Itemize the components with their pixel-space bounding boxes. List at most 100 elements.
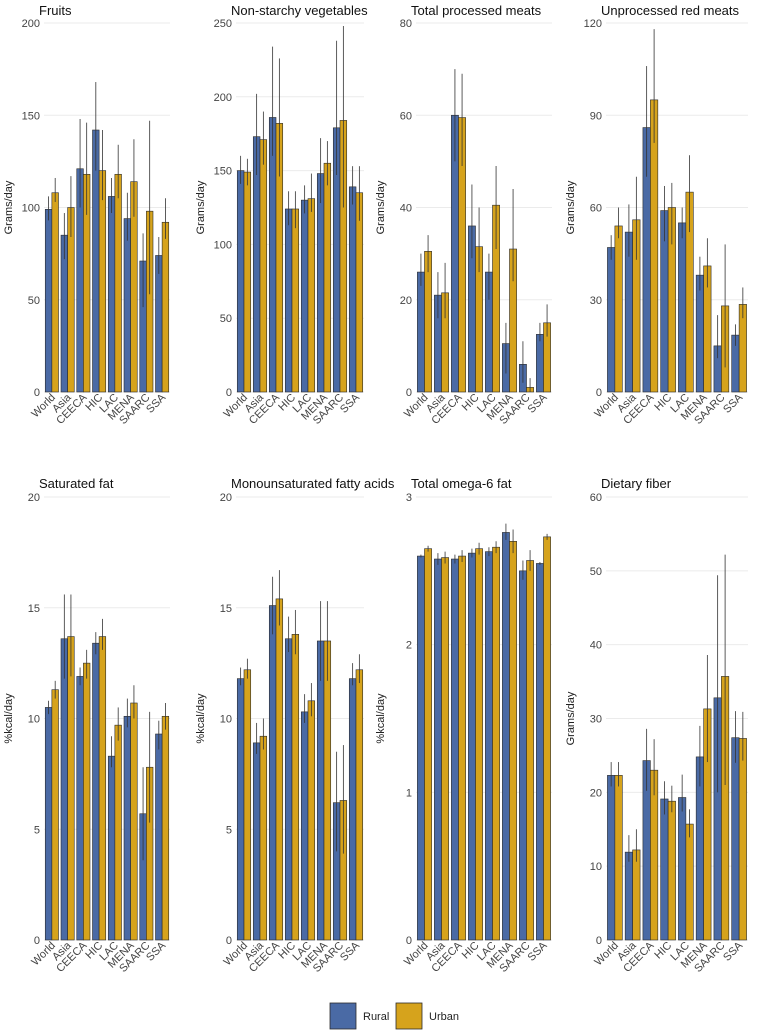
bar-rural [44, 209, 53, 393]
x-tick-label: SSA [721, 939, 746, 964]
bar-urban [161, 221, 170, 393]
bar-rural [731, 737, 740, 941]
y-tick-label: 50 [28, 295, 40, 307]
bar-rural [678, 797, 687, 941]
panel-title: Dietary fiber [601, 476, 672, 491]
panel-title: Monounsaturated fatty acids [231, 476, 395, 491]
y-tick-label: 90 [590, 110, 602, 122]
bar-urban [291, 208, 300, 393]
bar-rural [236, 678, 245, 941]
bar-urban [526, 560, 534, 941]
bar-urban [98, 636, 107, 941]
bar-rural [284, 638, 293, 941]
bar-rural [268, 605, 277, 941]
bar-rural [536, 563, 544, 941]
panel-title: Fruits [39, 3, 72, 18]
bar-urban [307, 700, 316, 941]
y-tick-label: 150 [22, 110, 40, 122]
bar-urban [458, 555, 466, 941]
bar-urban [492, 546, 500, 941]
y-tick-label: 5 [226, 824, 232, 836]
bar-rural [316, 640, 325, 941]
bar-urban [114, 724, 122, 941]
bar-rural [268, 117, 277, 393]
bar-urban [130, 702, 138, 941]
bar-urban [291, 634, 300, 941]
y-tick-label: 200 [214, 92, 232, 104]
bar-urban [275, 598, 284, 941]
bar-urban [614, 225, 623, 393]
y-tick-label: 0 [34, 935, 40, 947]
y-tick-label: 20 [590, 787, 602, 799]
y-axis-label: %kcal/day [375, 693, 387, 744]
y-tick-label: 0 [406, 935, 412, 947]
y-tick-label: 15 [28, 603, 40, 615]
panel-5: Monounsaturated fatty acids 0 5 10 15 20 %kcal… [195, 476, 395, 975]
panel-title: Non-starchy vegetables [231, 3, 368, 18]
x-tick-label: SSA [144, 391, 169, 416]
bar-urban [650, 99, 659, 393]
y-axis-label: %kcal/day [195, 693, 207, 744]
bar-urban [259, 735, 268, 941]
y-tick-label: 0 [596, 935, 602, 947]
bar-urban [51, 689, 59, 941]
y-tick-label: 30 [590, 714, 602, 726]
bar-rural [451, 558, 459, 941]
y-tick-label: 0 [226, 935, 232, 947]
y-tick-label: 15 [220, 603, 232, 615]
legend: Rural Urban [329, 1002, 459, 1030]
bar-rural [348, 678, 357, 941]
bar-rural [92, 642, 100, 941]
x-tick-label: SSA [526, 939, 551, 964]
bar-rural [300, 711, 309, 941]
y-tick-label: 100 [214, 239, 232, 251]
y-tick-label: 80 [400, 18, 412, 30]
bar-rural [607, 775, 616, 941]
bar-urban [441, 557, 449, 941]
y-tick-label: 50 [590, 566, 602, 578]
bar-rural [660, 798, 669, 941]
bar-urban [161, 715, 170, 941]
panel-0: Fruits050100150200Grams/dayWorldAsiaCEEC… [3, 3, 170, 427]
bar-rural [123, 715, 131, 941]
y-tick-label: 1 [406, 787, 412, 799]
bar-urban [243, 669, 252, 941]
y-tick-label: 10 [28, 714, 40, 726]
y-tick-label: 30 [590, 295, 602, 307]
y-tick-label: 0 [226, 387, 232, 399]
y-tick-label: 2 [406, 640, 412, 652]
panel-title: Unprocessed red meats [601, 3, 740, 18]
bar-urban [614, 775, 623, 941]
bar-urban [424, 548, 432, 941]
bar-urban [114, 173, 122, 393]
bar-rural [624, 851, 633, 941]
bar-urban [632, 849, 641, 941]
panel-6: Total omega-6 fat0123%kcal/dayWorldAsiaC… [375, 476, 552, 975]
bar-rural [678, 222, 687, 393]
y-tick-label: 150 [214, 166, 232, 178]
panel-1: Non-starchy vegetables 0 50 100 150 200 250 Gra… [195, 3, 368, 427]
y-axis-label: Grams/day [3, 180, 15, 234]
bar-urban [98, 170, 107, 393]
y-tick-label: 0 [34, 387, 40, 399]
bar-rural [300, 199, 309, 393]
bar-urban [51, 192, 59, 393]
x-tick-label: SSA [526, 391, 551, 416]
bar-rural [695, 274, 704, 393]
y-tick-label: 200 [22, 18, 40, 30]
bar-rural [536, 334, 544, 393]
bar-rural [468, 552, 476, 941]
bar-urban [323, 640, 332, 941]
bar-urban [323, 162, 332, 393]
y-axis-label: Grams/day [565, 180, 577, 234]
bar-rural [252, 742, 261, 941]
y-tick-label: 40 [590, 640, 602, 652]
bar-rural [107, 755, 116, 941]
bar-urban [509, 540, 517, 941]
y-tick-label: 10 [590, 861, 602, 873]
legend-swatch-rural [329, 1002, 357, 1030]
y-tick-label: 20 [400, 295, 412, 307]
x-tick-label: SSA [338, 391, 363, 416]
x-tick-label: SSA [144, 939, 169, 964]
bar-urban [243, 171, 252, 393]
